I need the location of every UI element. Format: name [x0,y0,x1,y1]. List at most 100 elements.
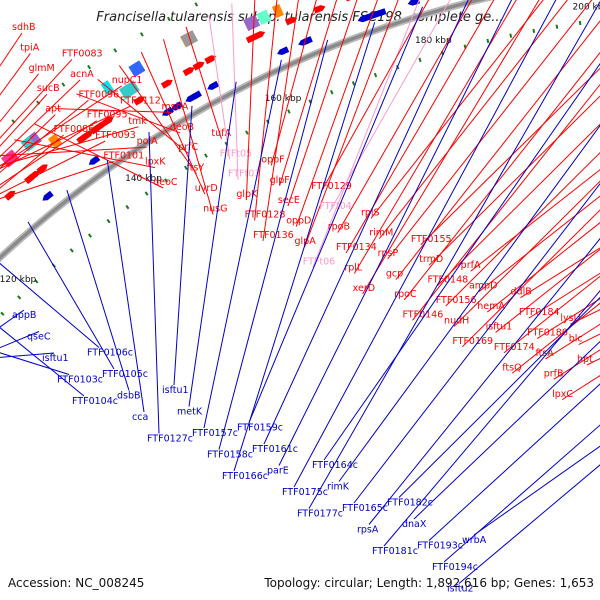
forward-gene-arrow[interactable] [77,133,90,143]
forward-gene-label[interactable]: rpsP [378,248,399,259]
forward-gene-label[interactable]: FTF0174 [494,342,535,353]
forward-gene-label[interactable]: secE [278,195,300,206]
forward-gene-arrow[interactable] [345,0,357,2]
feature-block[interactable] [271,3,284,19]
forward-gene-label[interactable]: isftu1 [486,321,513,332]
forward-gene-label[interactable]: FTF0128 [245,210,286,221]
reverse-gene-label[interactable]: FTF0175c [282,487,328,498]
reverse-gene-label[interactable]: wrbA [462,535,487,546]
forward-gene-label[interactable]: prfA [461,260,481,271]
reverse-gene-label[interactable]: cca [132,412,148,423]
reverse-gene-label[interactable]: FTF0105c [102,369,148,380]
forward-gene-label[interactable]: deoC [153,177,178,188]
forward-gene-label[interactable]: msbA [162,101,189,112]
forward-gene-label[interactable]: oppD [286,216,311,227]
forward-gene-label[interactable]: hpt [577,354,593,365]
forward-gene-label[interactable]: ftsQ [502,362,521,373]
forward-gene-arrow[interactable] [284,16,298,26]
forward-gene-label[interactable]: ftsY [186,163,204,174]
forward-gene-label[interactable]: FTF0155 [411,234,452,245]
forward-gene-label[interactable]: rpoB [328,222,350,233]
reverse-gene-label[interactable]: FTF0159c [237,423,283,434]
forward-gene-label[interactable]: FTF0101 [103,151,144,162]
reverse-gene-label[interactable]: isftu1 [162,385,189,396]
forward-gene-label[interactable]: prfC [178,142,198,153]
forward-gene-arrow[interactable] [347,0,359,1]
forward-gene-label[interactable]: FTF0129 [311,181,352,192]
forward-gene-label[interactable]: FTF0184 [519,307,560,318]
reverse-gene-label[interactable]: FTF0104c [72,396,118,407]
forward-gene-label[interactable]: oppF [261,154,284,165]
feature-block[interactable] [243,14,261,32]
forward-gene-label[interactable]: lpxC [552,389,573,400]
forward-gene-arrow[interactable] [204,55,217,65]
forward-gene-label[interactable]: ddlB [511,287,532,298]
reverse-gene-label[interactable]: FTF0127c [147,434,193,445]
forward-gene-label[interactable]: hemA [477,301,505,312]
forward-gene-label[interactable]: sucB [37,83,60,94]
forward-gene-label[interactable]: blc [569,334,583,345]
reverse-gene-label[interactable]: FTF0161c [252,444,298,455]
forward-gene-label[interactable]: FTF0112 [120,95,161,106]
forward-gene-label[interactable]: prfB [544,368,564,379]
reverse-gene-label[interactable]: FTF0193c [417,541,463,552]
reverse-gene-label[interactable]: FTF0103c [57,375,103,386]
forward-gene-label[interactable]: ampD [469,281,497,292]
reverse-gene-arrow[interactable] [42,190,54,201]
reverse-gene-arrow[interactable] [88,155,101,165]
reverse-gene-label[interactable]: isftu2 [447,584,474,595]
forward-gene-label[interactable]: FTF0134 [336,242,377,253]
forward-gene-arrow[interactable] [245,34,258,44]
reverse-gene-label[interactable]: FTF0158c [207,450,253,461]
forward-gene-label[interactable]: FTF0146 [403,309,444,320]
reverse-gene-label[interactable]: rpsA [357,525,379,536]
forward-gene-label[interactable]: trmD [419,254,443,265]
forward-gene-label[interactable]: FTF0180 [527,328,568,339]
forward-gene-label[interactable]: apt [45,104,61,115]
forward-gene-arrow[interactable] [90,124,102,135]
reverse-gene-arrow[interactable] [277,46,290,56]
forward-gene-label[interactable]: polA [137,136,158,147]
reverse-gene-label[interactable]: parE [267,466,289,477]
forward-gene-label[interactable]: FTFt05 [220,148,252,159]
forward-gene-label[interactable]: deoB [170,122,194,133]
reverse-gene-label[interactable]: qseC [27,332,51,343]
forward-gene-label[interactable]: FTFt03 [228,169,260,180]
forward-gene-label[interactable]: glmM [29,63,55,74]
feature-block[interactable] [128,60,146,78]
forward-gene-label[interactable]: lpxK [145,157,166,168]
forward-gene-label[interactable]: nusG [203,203,227,214]
forward-gene-label[interactable]: FTF0095 [87,110,128,121]
forward-gene-arrow[interactable] [160,79,173,89]
forward-gene-label[interactable]: rimM [369,228,393,239]
forward-gene-label[interactable]: sdhB [12,22,36,33]
feature-block[interactable] [20,136,37,152]
reverse-gene-label[interactable]: FTF0177c [297,509,343,520]
reverse-gene-label[interactable]: FTF0166c [222,471,268,482]
reverse-gene-label[interactable]: dnaX [402,519,427,530]
reverse-gene-label[interactable]: dsbB [117,391,141,402]
forward-gene-label[interactable]: rplL [344,262,363,273]
forward-gene-label[interactable]: glpA [295,236,317,247]
reverse-gene-label[interactable]: FTF0182c [387,498,433,509]
forward-gene-label[interactable]: FTF0086 [54,124,95,135]
reverse-gene-arrow[interactable] [359,13,372,22]
forward-gene-label[interactable]: FTF0156 [436,295,477,306]
feature-block[interactable] [256,9,272,26]
forward-gene-label[interactable]: FTF0148 [427,275,468,286]
forward-gene-label[interactable]: tpiA [20,42,39,53]
forward-gene-label[interactable]: glpF [270,175,290,186]
reverse-gene-label[interactable]: rimK [327,482,350,493]
forward-gene-label[interactable]: gcp [386,269,403,280]
reverse-gene-arrow[interactable] [207,80,220,90]
reverse-gene-label[interactable]: appB [12,310,36,321]
feature-block[interactable] [119,80,140,100]
forward-gene-label[interactable]: FTF0093 [95,130,136,141]
forward-gene-label[interactable]: xerD [353,283,375,294]
reverse-gene-arrow[interactable] [300,36,313,45]
forward-gene-label[interactable]: FTF0136 [253,230,294,241]
reverse-gene-arrow[interactable] [170,101,183,111]
reverse-gene-label[interactable]: FTF0181c [372,546,418,557]
reverse-gene-label[interactable]: FTF0164c [312,460,358,471]
